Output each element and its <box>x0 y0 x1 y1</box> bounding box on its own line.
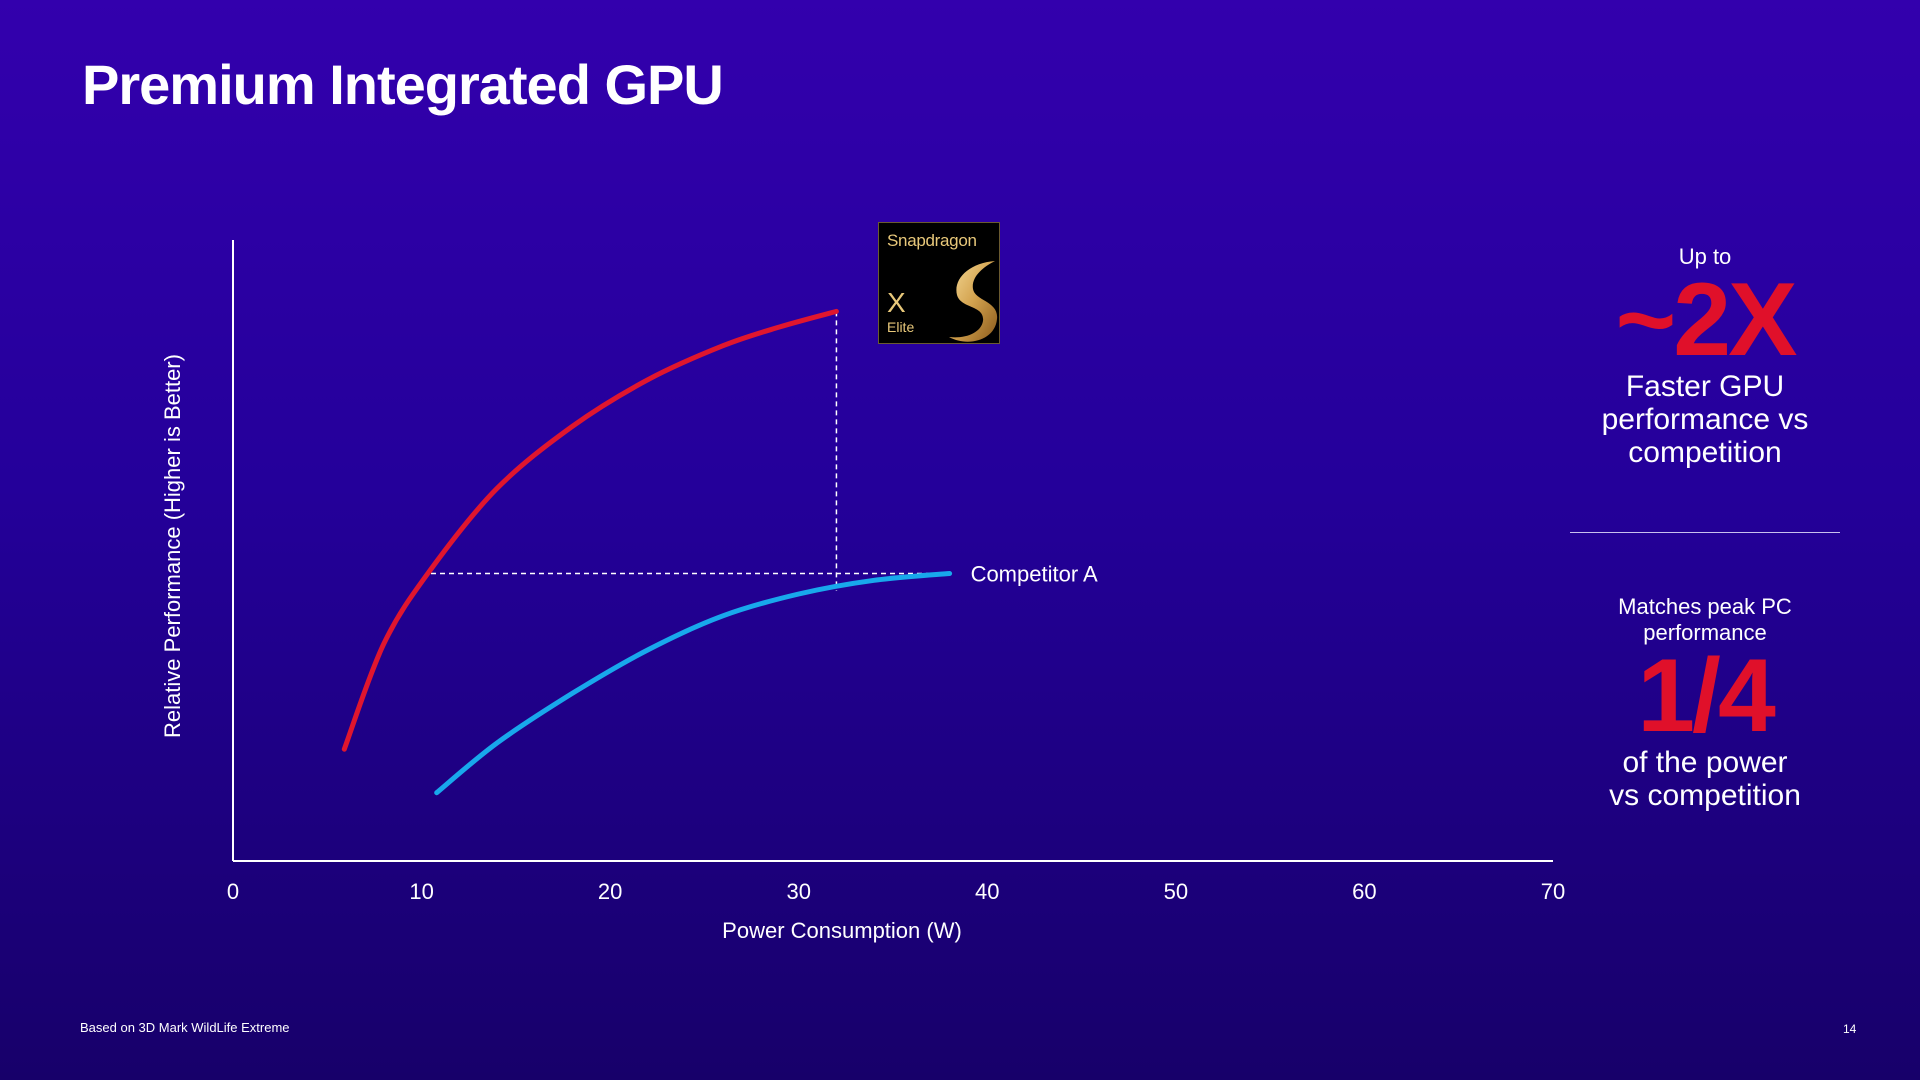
callout-prefix-2: performance <box>1643 620 1767 645</box>
callout-line-2: performance vs <box>1601 403 1809 436</box>
callout-quarter-power: Matches peak PC performance 1/4 of the p… <box>1570 594 1840 812</box>
competitor-a-curve <box>434 571 953 796</box>
chart-axes: 0 10 20 30 40 50 60 70 Power Consumption (W) Rela… <box>160 240 1565 943</box>
logo-brand-text: Snapdragon <box>887 231 977 250</box>
callout-2x-faster: Up to ~2X Faster GPU performance vs comp… <box>1570 244 1840 469</box>
callout-2x-value: ~2X <box>1615 262 1798 378</box>
footnote: Based on 3D Mark WildLife Extreme <box>80 1020 290 1035</box>
logo-product-line: X <box>887 287 906 318</box>
logo-product-tier: Elite <box>887 319 915 335</box>
x-tick-label: 40 <box>975 879 999 904</box>
snapdragon-x-elite-logo: Snapdragon X Elite <box>878 222 1000 344</box>
x-tick-label: 60 <box>1352 879 1376 904</box>
x-tick-label: 50 <box>1164 879 1188 904</box>
y-axis-label: Relative Performance (Higher is Better) <box>160 354 185 738</box>
x-tick-label: 70 <box>1541 879 1565 904</box>
callout-line-2: vs competition <box>1609 779 1801 812</box>
callout-line-1: of the power <box>1622 746 1788 779</box>
page-title: Premium Integrated GPU <box>82 53 724 116</box>
callout-divider <box>1570 532 1840 533</box>
series-1-curve <box>341 308 839 752</box>
callout-line-1: Faster GPU <box>1625 370 1785 403</box>
callout-quarter-value: 1/4 <box>1637 638 1776 754</box>
callout-line-3: competition <box>1628 436 1782 469</box>
reference-lines <box>431 311 950 591</box>
series-label: Competitor A <box>971 561 1098 586</box>
callout-prefix: Up to <box>1678 244 1732 269</box>
x-tick-label: 30 <box>786 879 810 904</box>
snapdragon-flame-icon <box>949 261 998 342</box>
chart-labels: Competitor A <box>971 561 1098 586</box>
chart-series <box>341 308 953 796</box>
x-tick-label: 10 <box>409 879 433 904</box>
x-tick-label: 0 <box>227 879 239 904</box>
x-axis-label: Power Consumption (W) <box>722 918 962 943</box>
page-number: 14 <box>1843 1022 1857 1036</box>
x-tick-label: 20 <box>598 879 622 904</box>
callout-prefix-1: Matches peak PC <box>1618 594 1792 619</box>
